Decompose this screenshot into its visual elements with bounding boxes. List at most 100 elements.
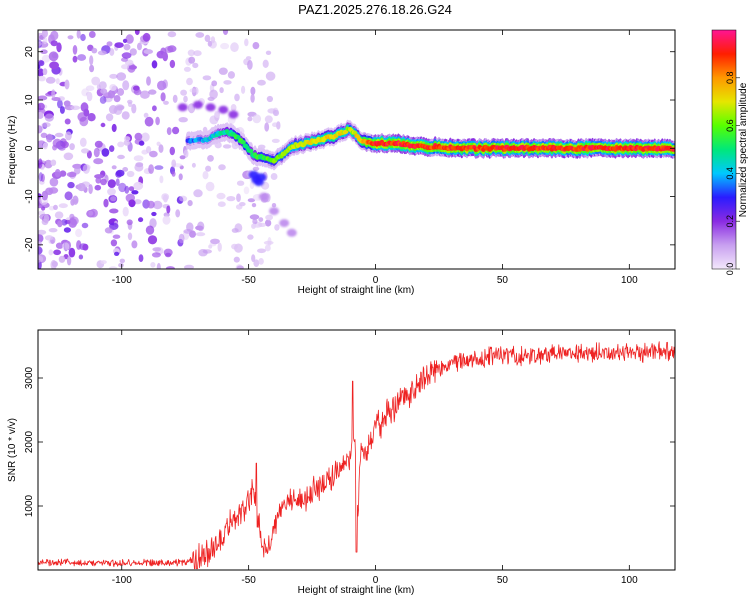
- noise-speckle: [91, 47, 98, 54]
- noise-speckle: [111, 165, 117, 170]
- noise-speckle: [113, 95, 121, 103]
- noise-speckle: [77, 54, 87, 61]
- noise-speckle: [49, 177, 59, 187]
- noise-speckle: [219, 87, 224, 94]
- x-tick-label: -50: [241, 575, 256, 586]
- noise-speckle: [164, 46, 174, 53]
- noise-speckle: [230, 104, 237, 112]
- noise-speckle: [140, 90, 150, 99]
- noise-speckle: [257, 79, 266, 86]
- noise-speckle: [149, 218, 157, 229]
- noise-speckle: [271, 138, 280, 143]
- noise-speckle: [114, 251, 120, 256]
- y-tick-label: -10: [24, 189, 35, 204]
- secondary-feature-point: [269, 207, 279, 216]
- noise-speckle: [107, 187, 116, 196]
- noise-speckle: [274, 224, 280, 231]
- noise-speckle: [38, 75, 46, 82]
- noise-speckle: [251, 254, 256, 262]
- noise-speckle: [231, 228, 239, 233]
- noise-speckle: [59, 106, 65, 114]
- noise-speckle: [125, 34, 134, 44]
- noise-speckle: [135, 162, 144, 168]
- noise-speckle: [43, 213, 50, 224]
- noise-speckle: [175, 209, 181, 218]
- noise-speckle: [251, 203, 257, 208]
- noise-speckle: [163, 100, 169, 105]
- noise-speckle: [158, 144, 164, 153]
- noise-speckle: [53, 204, 58, 210]
- noise-speckle: [180, 89, 188, 96]
- noise-speckle: [162, 215, 171, 225]
- noise-speckle: [250, 86, 256, 96]
- noise-speckle: [264, 122, 270, 132]
- noise-speckle: [165, 252, 172, 258]
- noise-speckle: [214, 110, 221, 119]
- colorbar-ticks: 0.0 0.2 0.4 0.6 0.8: [725, 72, 740, 275]
- noise-speckle: [195, 232, 206, 237]
- colorbar-tick-label: 0.8: [725, 72, 735, 85]
- noise-speckle: [172, 94, 178, 103]
- noise-speckle: [253, 259, 260, 268]
- noise-speckle: [76, 240, 82, 250]
- noise-speckle: [265, 214, 273, 221]
- ridge-core: [236, 135, 241, 140]
- noise-speckle: [110, 239, 118, 247]
- snr-x-axis: -100 -50 0 50 100: [112, 330, 638, 586]
- noise-speckle: [265, 50, 272, 55]
- noise-speckle: [243, 186, 250, 195]
- noise-speckle: [249, 181, 255, 189]
- noise-speckle: [152, 247, 161, 252]
- noise-speckle: [75, 228, 83, 238]
- noise-speckle: [45, 76, 56, 84]
- noise-speckle: [156, 262, 161, 269]
- x-tick-label: -100: [112, 275, 132, 286]
- noise-speckle: [226, 196, 236, 202]
- noise-speckle: [38, 112, 44, 119]
- noise-speckle: [141, 149, 148, 155]
- noise-speckle: [210, 238, 220, 245]
- noise-speckle: [131, 240, 138, 249]
- noise-speckle: [38, 255, 44, 263]
- noise-speckle: [61, 219, 68, 226]
- noise-speckle: [59, 170, 67, 177]
- noise-speckle: [234, 93, 240, 102]
- spectrogram-noise: [38, 30, 281, 269]
- y-tick-label: 3000: [24, 366, 35, 389]
- noise-speckle: [193, 50, 202, 57]
- noise-speckle: [38, 172, 43, 182]
- spectrogram-x-axis: -100 -50 0 50 100: [112, 30, 638, 286]
- noise-speckle: [121, 64, 130, 70]
- noise-speckle: [50, 30, 59, 41]
- noise-speckle: [143, 112, 149, 118]
- figure-title: PAZ1.2025.276.18.26.G24: [298, 2, 452, 17]
- noise-speckle: [123, 139, 130, 146]
- noise-speckle: [38, 68, 44, 77]
- x-tick-label: 0: [373, 575, 379, 586]
- noise-speckle: [188, 56, 196, 64]
- noise-speckle: [133, 155, 144, 162]
- spectrogram-ridge: [185, 119, 675, 171]
- noise-speckle: [187, 200, 193, 207]
- snr-y-label: SNR (10 * v/v): [7, 418, 18, 482]
- noise-speckle: [86, 91, 93, 102]
- spectrogram-x-label: Height of straight line (km): [298, 285, 415, 296]
- noise-speckle: [48, 249, 54, 256]
- secondary-feature-point: [218, 105, 229, 114]
- noise-speckle: [41, 30, 48, 38]
- noise-speckle: [122, 206, 129, 217]
- noise-speckle: [169, 59, 176, 69]
- noise-speckle: [258, 217, 264, 223]
- noise-speckle: [101, 148, 110, 157]
- noise-speckle: [69, 216, 79, 226]
- noise-speckle: [236, 193, 241, 202]
- noise-speckle: [265, 71, 276, 81]
- noise-speckle: [172, 126, 180, 135]
- colorbar-frame: [711, 29, 737, 270]
- noise-speckle: [141, 132, 150, 142]
- noise-speckle: [117, 141, 125, 148]
- noise-speckle: [81, 148, 90, 154]
- secondary-feature-point: [286, 228, 297, 237]
- noise-speckle: [100, 122, 106, 128]
- colorbar-tick-label: 0.4: [725, 167, 735, 180]
